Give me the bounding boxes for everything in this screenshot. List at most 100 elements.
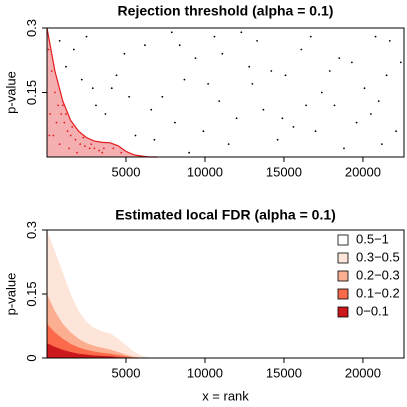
legend-swatch <box>337 288 349 300</box>
point <box>248 65 251 68</box>
y-tick-label: 0 <box>24 354 39 361</box>
point <box>174 121 176 124</box>
point <box>202 130 205 133</box>
legend-swatch <box>337 306 349 318</box>
point <box>305 104 307 107</box>
point <box>374 35 377 38</box>
point <box>66 130 69 133</box>
point <box>74 138 77 141</box>
point <box>385 74 388 77</box>
point <box>69 134 72 137</box>
point <box>101 151 104 154</box>
fdr-area <box>47 323 158 358</box>
point <box>183 78 186 81</box>
point <box>161 95 164 98</box>
x-tick-label: 20000 <box>345 365 381 380</box>
x-tick-label: 10000 <box>187 164 223 179</box>
y-axis-label: p-value <box>3 273 18 316</box>
point <box>49 113 52 115</box>
point <box>314 130 317 133</box>
legend-label: 0.1−0.2 <box>356 285 400 300</box>
y-axis-label: p-value <box>3 71 18 114</box>
point <box>58 40 61 42</box>
chart-title: Estimated local FDR (alpha = 0.1) <box>115 207 336 223</box>
point <box>93 147 96 150</box>
y-tick-label: 0.3 <box>24 221 39 239</box>
point <box>80 78 83 81</box>
x-axis-label: x = rank <box>202 388 249 403</box>
point <box>338 57 341 59</box>
point <box>300 48 303 51</box>
point <box>256 40 258 42</box>
point <box>65 65 67 68</box>
point <box>221 52 224 55</box>
point <box>55 121 58 124</box>
y-tick-label: 0.15 <box>24 80 39 105</box>
point <box>134 134 137 137</box>
point <box>399 61 402 64</box>
point <box>284 74 287 77</box>
point <box>57 104 59 107</box>
point <box>144 44 146 47</box>
legend-swatch <box>337 234 349 246</box>
fdr-area <box>47 294 158 358</box>
point <box>95 104 97 107</box>
point <box>235 117 238 120</box>
point <box>84 145 86 148</box>
point <box>76 151 78 154</box>
point <box>110 87 113 90</box>
point <box>276 138 279 141</box>
point <box>72 48 75 51</box>
point <box>170 31 173 34</box>
point <box>68 147 71 150</box>
point <box>309 35 312 38</box>
point <box>251 83 254 85</box>
point <box>281 117 284 120</box>
threshold-area <box>47 28 158 157</box>
point <box>369 113 372 115</box>
point <box>153 138 156 141</box>
point <box>58 143 61 146</box>
x-tick-label: 5000 <box>112 365 141 380</box>
point <box>112 147 115 150</box>
point <box>47 48 50 51</box>
point <box>227 143 230 146</box>
point <box>85 35 88 38</box>
point <box>53 91 56 94</box>
y-tick-label: 0.3 <box>24 19 39 37</box>
point <box>91 87 94 90</box>
point <box>218 100 221 102</box>
fdr-area <box>47 230 158 358</box>
point <box>213 35 216 38</box>
point <box>128 95 131 98</box>
point <box>363 87 366 90</box>
point <box>79 143 82 146</box>
point <box>188 151 191 154</box>
point <box>98 149 101 152</box>
point <box>292 126 295 128</box>
point <box>90 143 93 146</box>
fdr-area <box>47 343 158 358</box>
point <box>88 147 91 150</box>
legend-swatch <box>337 252 349 264</box>
point <box>178 44 181 47</box>
legend-swatch <box>337 270 349 282</box>
y-tick-label: 0.15 <box>24 281 39 306</box>
plot-frame <box>46 27 405 158</box>
point <box>343 147 345 150</box>
point <box>48 134 51 137</box>
point <box>150 108 153 111</box>
point <box>207 83 210 85</box>
point <box>82 136 85 139</box>
point <box>270 70 273 72</box>
point <box>355 121 358 124</box>
x-tick-label: 15000 <box>266 164 302 179</box>
legend-label: 0.2−0.3 <box>356 267 400 282</box>
point <box>380 143 383 146</box>
point <box>102 147 105 150</box>
x-tick-label: 10000 <box>187 365 223 380</box>
legend-label: 0−0.1 <box>356 303 389 318</box>
point <box>71 126 74 128</box>
point <box>104 113 107 115</box>
